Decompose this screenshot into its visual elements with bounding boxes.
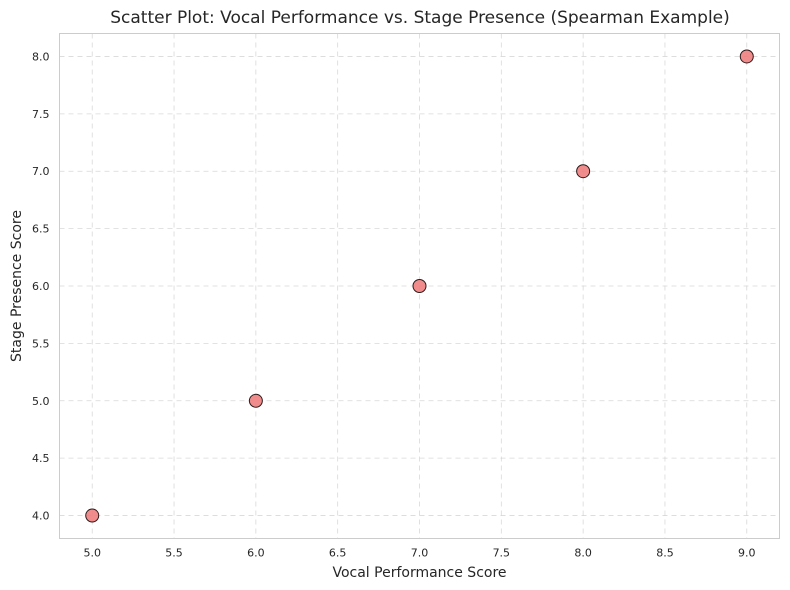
x-tick-label: 8.5 [656,547,674,560]
plot-area-frame [59,33,780,539]
y-tick-label: 7.0 [32,165,50,178]
data-point [739,49,754,64]
data-point [85,508,100,523]
grid-lines [59,33,780,539]
x-tick-label: 6.5 [329,547,347,560]
y-tick-label: 5.5 [32,337,50,350]
x-tick-label: 7.5 [493,547,511,560]
data-point [412,279,427,293]
y-tick-label: 4.0 [32,510,50,523]
x-tick-label: 8.0 [574,547,592,560]
x-axis-label: Vocal Performance Score [332,565,506,581]
x-tick-label: 5.5 [165,547,183,560]
x-tick-label: 7.0 [411,547,429,560]
y-tick-label: 6.5 [32,223,50,236]
data-point [248,393,263,408]
y-tick-label: 7.5 [32,108,50,121]
x-axis-ticks: 5.0 5.5 6.0 6.5 7.0 7.5 8.0 8.5 9.0 [83,547,755,560]
y-tick-label: 5.0 [32,395,50,408]
data-point [576,164,591,179]
x-tick-label: 5.0 [83,547,101,560]
chart-title: Scatter Plot: Vocal Performance vs. Stag… [110,8,730,28]
y-tick-label: 8.0 [32,50,50,63]
y-axis-label: Stage Presence Score [9,210,25,362]
y-tick-label: 6.0 [32,280,50,293]
x-tick-label: 9.0 [738,547,756,560]
data-points [85,49,754,523]
y-tick-label: 4.5 [32,452,50,465]
y-axis-ticks: 4.0 4.5 5.0 5.5 6.0 6.5 7.0 7.5 8.0 [32,50,50,522]
x-tick-label: 6.0 [247,547,265,560]
